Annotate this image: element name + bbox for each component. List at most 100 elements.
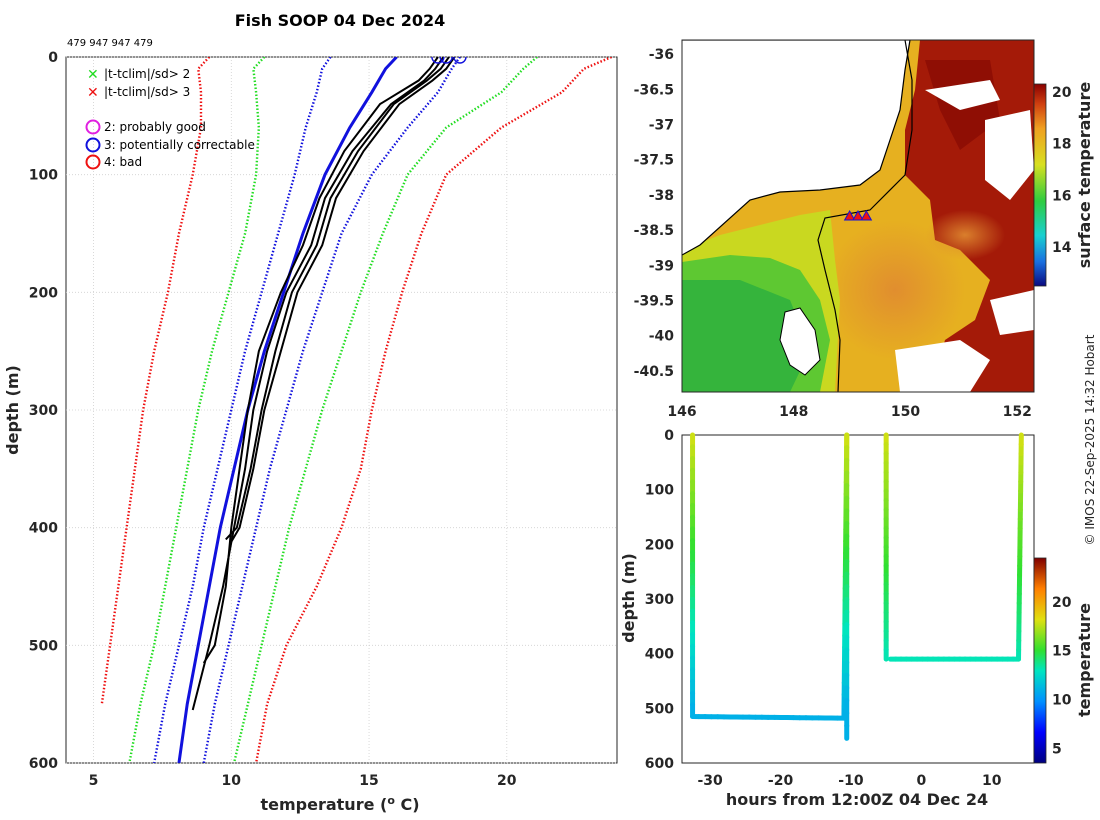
sst-cool-core [682,280,810,392]
chart-subtitle: 479 947 947 479 [67,38,153,49]
map-y-tick-label: -37.5 [634,153,674,169]
profile-line [202,57,461,763]
map-y-tick-label: -38 [649,188,674,204]
x-marker-icon: ✕ [87,67,99,83]
y-tick-label: 0 [48,50,58,66]
profile-line [230,57,456,543]
main-series-group [100,57,612,763]
y-tick-label: 400 [29,521,58,537]
sst-colorbar [1033,83,1047,287]
time-y-tick-label: 600 [645,756,674,772]
temp-colorbar-tick-label: 20 [1052,595,1072,611]
station-marker [843,209,856,221]
x-tick-label: 5 [89,773,99,789]
time-x-tick-label: -30 [698,773,724,789]
map-y-tick-label: -36 [649,47,674,63]
qc-flag-circle [439,57,453,64]
sst-eddy [925,210,1005,260]
x-tick-label: 20 [497,773,517,789]
cloud-patch [925,80,1000,110]
cloud-patch [895,340,990,392]
sst-map-panel: 146 148 150 152 -36 -36.5 -37 -37.5 -38 -38.5 -39 -… [634,39,1094,420]
time-y-tick-label: 400 [645,647,674,663]
map-y-tick-label: -40 [649,329,675,345]
time-plot-area [681,434,1035,764]
circle-marker-icon [85,119,101,135]
credit-text: © IMOS 22-Sep-2025 14:32 Hobart [1083,334,1097,545]
sst-map-image [682,40,1034,392]
x-tick-label: 15 [359,773,378,789]
legend-label-3sd: |t-tclim|/sd> 3 [104,85,190,99]
sst-colorbar-ticks: 14 16 18 20 [1052,85,1072,256]
temperature-depth-panel: Fish SOOP 04 Dec 2024 479 947 947 479 5 1… [3,11,618,814]
map-x-tick-label: 148 [779,404,808,420]
circle-marker-icon [85,137,101,153]
x-marker-icon: ✕ [87,85,99,101]
temp-colorbar-tick-label: 10 [1052,693,1072,709]
main-gridlines [66,56,617,764]
map-y-tick-label: -38.5 [634,223,674,239]
legend-item-2sd: ✕ |t-tclim|/sd> 2 [87,67,190,83]
map-y-tick-label: -36.5 [634,82,674,98]
coastline [682,40,911,256]
profile-line [225,57,450,541]
land-island [779,307,821,376]
y-tick-label: 200 [29,285,58,301]
legend-label-flag4: 4: bad [104,155,142,169]
main-y-axis-label: depth (m) [3,365,22,455]
temp-colorbar-ticks: 5 10 15 20 [1052,595,1072,757]
map-y-tick-label: -37 [649,117,674,133]
y-tick-label: 500 [29,638,58,654]
station-markers [843,209,873,221]
legend-label-flag2: 2: probably good [104,120,206,134]
map-y-tick-label: -39.5 [634,293,674,309]
map-y-tick-label: -39 [649,258,674,274]
y-tick-label: 600 [29,756,58,772]
time-y-axis-label: depth (m) [619,553,638,643]
cloud-patch [990,290,1034,335]
profile-line [100,57,211,705]
land-mainland [682,40,910,255]
legend-item-flag3: 3: potentially correctable [85,137,255,153]
station-marker [852,209,864,221]
x-tick-label: 10 [222,773,242,789]
temp-colorbar-tick-label: 5 [1052,741,1062,757]
time-x-tick-label: 10 [982,773,1002,789]
cloud-patch [985,110,1034,200]
time-x-axis-label: hours from 12:00Z 04 Dec 24 [726,790,988,809]
legend: ✕ |t-tclim|/sd> 2 ✕ |t-tclim|/sd> 3 2: p… [85,67,255,170]
circle-marker-icon [85,154,101,170]
temp-colorbar-label: temperature [1075,603,1094,717]
time-y-tick-label: 200 [645,537,674,553]
sst-colorbar-label: surface temperature [1075,82,1094,269]
time-y-tick-label: 0 [664,428,674,444]
time-y-tick-label: 300 [645,592,674,608]
chart-title: Fish SOOP 04 Dec 2024 [235,11,445,30]
station-marker [860,209,873,221]
legend-item-3sd: ✕ |t-tclim|/sd> 3 [87,85,190,101]
time-x-tick-label: -20 [768,773,794,789]
sst-colorbar-tick-label: 18 [1052,137,1071,153]
map-x-tick-label: 150 [891,404,920,420]
map-x-tick-label: 152 [1003,404,1032,420]
map-x-tick-label: 146 [667,404,696,420]
profile-line [191,57,445,711]
profile-line [152,57,332,763]
time-x-tick-label: -10 [838,773,864,789]
legend-item-flag2: 2: probably good [85,119,206,135]
time-tracks-group [690,432,1024,741]
qc-flag-circle [431,57,445,64]
y-tick-label: 300 [29,403,58,419]
sst-colorbar-tick-label: 16 [1052,188,1071,204]
y-tick-label: 100 [29,168,58,184]
sst-eddy [825,220,965,360]
profile-line [232,57,538,763]
profile-line [177,57,398,763]
map-tick-labels: 146 148 150 152 -36 -36.5 -37 -37.5 -38 -38.5 -39 -… [634,47,1032,420]
qc-flag-circle [453,57,467,64]
time-x-tick-label: 0 [916,773,926,789]
